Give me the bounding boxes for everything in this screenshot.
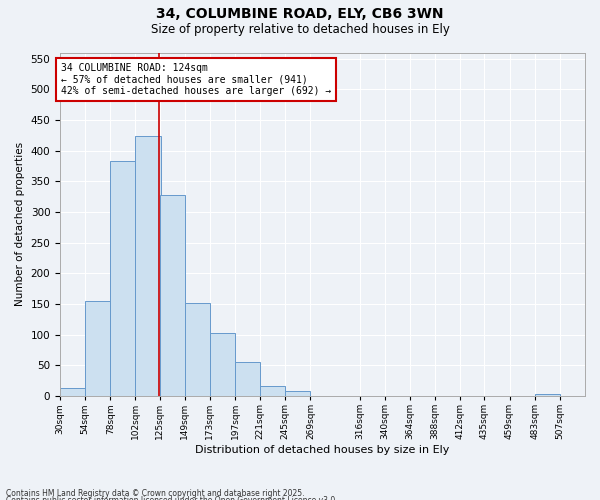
Bar	[60, 388, 85, 396]
Bar	[185, 303, 210, 396]
Text: 34 COLUMBINE ROAD: 124sqm
← 57% of detached houses are smaller (941)
42% of semi: 34 COLUMBINE ROAD: 124sqm ← 57% of detac…	[61, 63, 331, 96]
Y-axis label: Number of detached properties: Number of detached properties	[15, 142, 25, 306]
X-axis label: Distribution of detached houses by size in Ely: Distribution of detached houses by size …	[196, 445, 450, 455]
Bar	[260, 386, 286, 396]
Bar	[210, 333, 235, 396]
Bar	[136, 136, 161, 396]
Bar	[160, 196, 185, 396]
Bar	[85, 301, 110, 396]
Bar	[110, 161, 136, 396]
Bar	[286, 390, 310, 396]
Text: 34, COLUMBINE ROAD, ELY, CB6 3WN: 34, COLUMBINE ROAD, ELY, CB6 3WN	[156, 8, 444, 22]
Text: Contains HM Land Registry data © Crown copyright and database right 2025.: Contains HM Land Registry data © Crown c…	[6, 488, 305, 498]
Text: Size of property relative to detached houses in Ely: Size of property relative to detached ho…	[151, 22, 449, 36]
Bar	[535, 394, 560, 396]
Text: Contains public sector information licensed under the Open Government Licence v3: Contains public sector information licen…	[6, 496, 338, 500]
Bar	[235, 362, 260, 396]
